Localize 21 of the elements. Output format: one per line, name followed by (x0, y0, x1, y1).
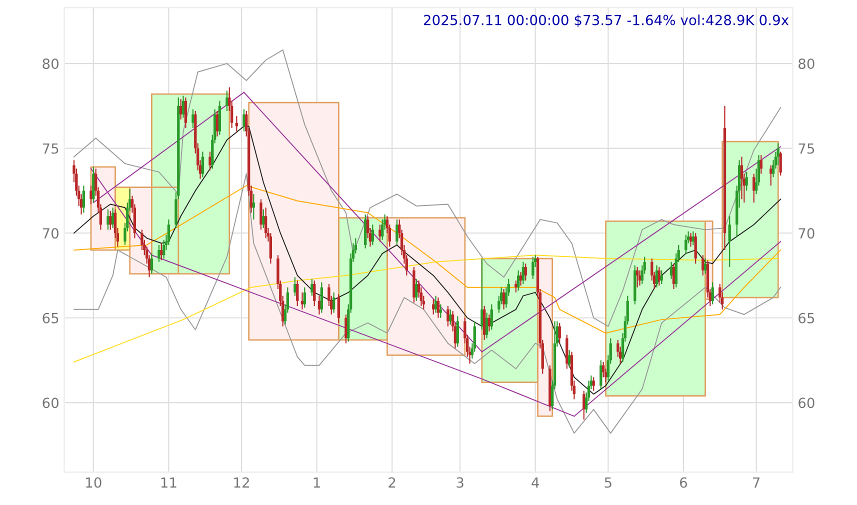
y2-tick-label: 70 (798, 228, 814, 239)
x-tick-label: 4 (532, 477, 539, 488)
y-tick-label: 70 (42, 228, 58, 239)
y2-tick-label: 60 (798, 398, 814, 408)
y-tick-label: 80 (42, 58, 58, 70)
y2-tick-label: 80 (798, 58, 814, 70)
x-tick-label: 5 (604, 477, 612, 488)
y2-tick-label: 75 (798, 143, 814, 154)
y-tick-label: 60 (42, 398, 58, 408)
x-tick-label: 6 (680, 477, 687, 488)
x-tick-label: 11 (161, 477, 176, 488)
x-tick-label: 2 (388, 477, 396, 488)
x-tick-label: 7 (753, 477, 760, 488)
y-tick-label: 75 (42, 143, 58, 154)
y2-tick-label: 65 (798, 312, 814, 324)
y-tick-label: 65 (42, 312, 58, 324)
x-tick-label: 10 (86, 477, 102, 488)
x-tick-label: 3 (456, 477, 464, 488)
x-tick-label: 12 (234, 477, 249, 488)
x-tick-label: 1 (314, 477, 320, 488)
chart-title: 2025.07.11 00:00:00 $73.57 -1.64% vol:428.9K 0.9x (424, 14, 789, 28)
